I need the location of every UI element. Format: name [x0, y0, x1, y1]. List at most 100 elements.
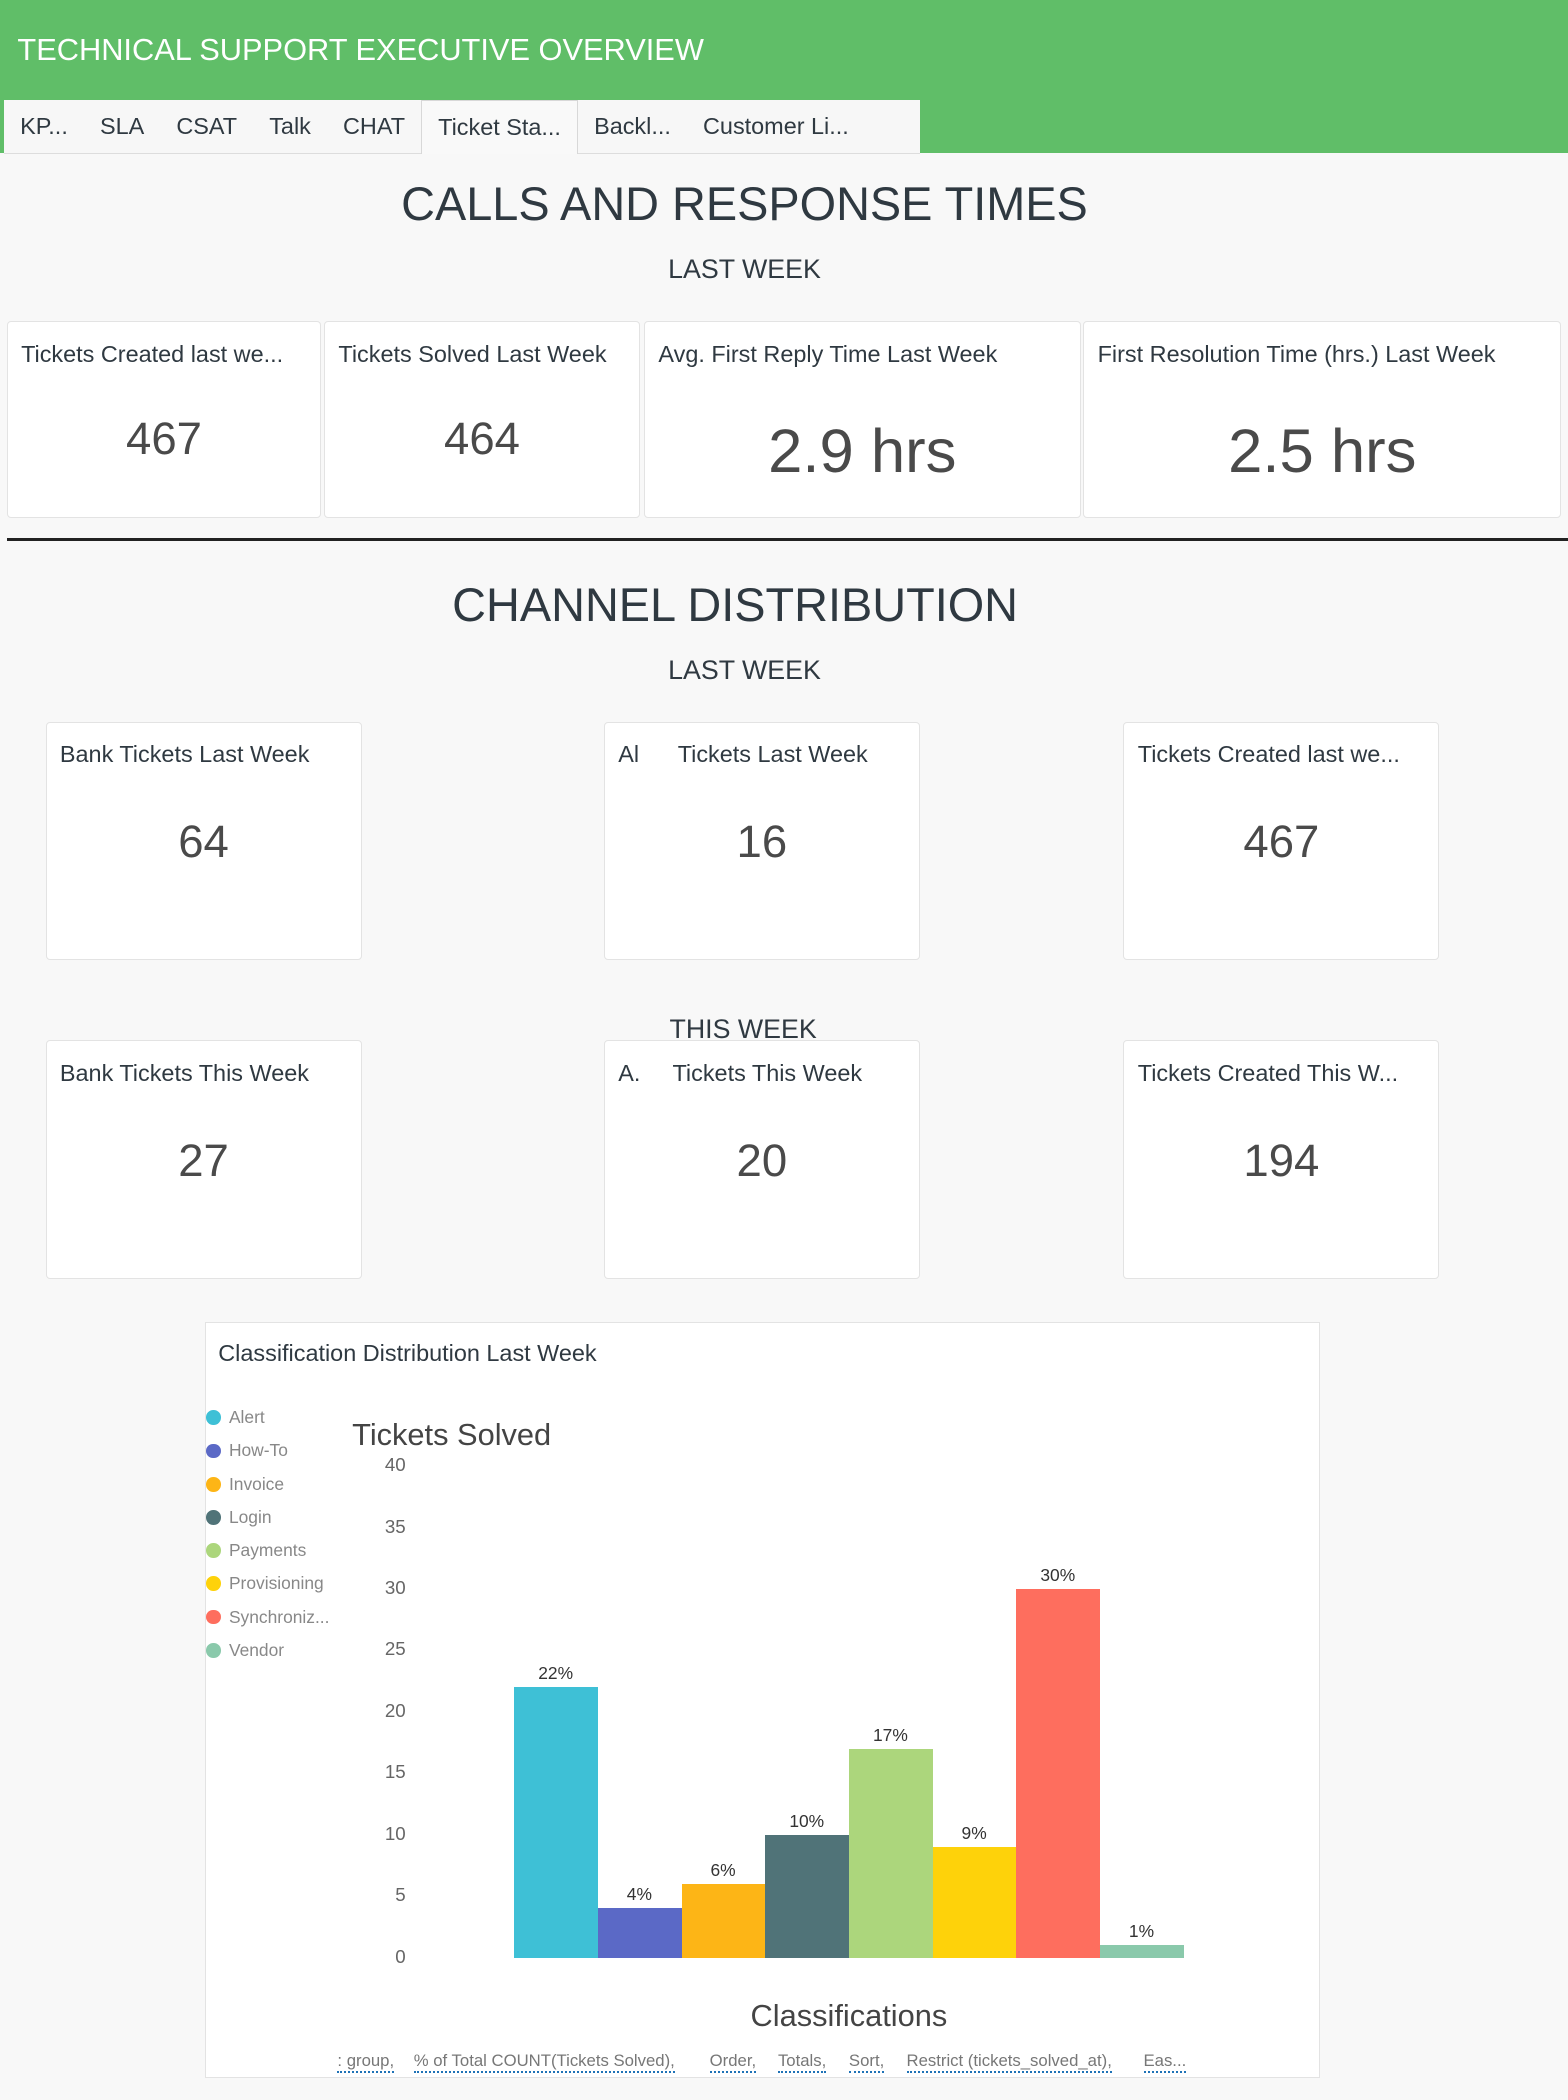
- kpi-card-value: 464: [444, 413, 520, 465]
- channel-card-title: Tickets Created This W...: [1137, 1060, 1399, 1087]
- channel-card: Tickets Created last we... 467: [1123, 721, 1440, 961]
- query-tag[interactable]: Sort,: [848, 2051, 885, 2074]
- kpi-card-value: 467: [126, 413, 202, 465]
- bar-alert[interactable]: [514, 1687, 598, 1958]
- legend-dot-icon: [206, 1642, 221, 1658]
- divider: [6, 538, 1568, 541]
- legend-item[interactable]: Alert: [206, 1407, 265, 1428]
- y-tick-label: 40: [384, 1454, 406, 1476]
- kpi-card: Avg. First Reply Time Last Week 2.9 hrs: [644, 321, 1081, 519]
- channel-card: Tickets Created This W... 194: [1123, 1040, 1440, 1279]
- legend-label: How-To: [228, 1440, 288, 1461]
- y-tick-label: 10: [384, 1822, 406, 1844]
- bar-invoice[interactable]: [681, 1883, 766, 1958]
- query-tag[interactable]: Order,: [709, 2051, 757, 2074]
- query-tag[interactable]: % of Total COUNT(Tickets Solved),: [413, 2051, 675, 2074]
- channel-card-value: 467: [1243, 816, 1320, 868]
- tab-7[interactable]: Customer Li...: [703, 113, 849, 140]
- bar-how-to[interactable]: [597, 1908, 682, 1958]
- legend-label: Invoice: [228, 1473, 285, 1494]
- legend-dot-icon: [206, 1410, 221, 1426]
- kpi-card-title: Tickets Created last we...: [21, 341, 284, 368]
- tab-2[interactable]: CSAT: [176, 113, 238, 140]
- kpi-card: Tickets Solved Last Week 464: [324, 321, 641, 519]
- kpi-card-title: Tickets Solved Last Week: [338, 341, 607, 368]
- legend-label: Vendor: [228, 1639, 285, 1660]
- legend-item[interactable]: Synchroniz...: [206, 1607, 329, 1628]
- channel-card-title: Bank Tickets This Week: [59, 1060, 309, 1087]
- tab-bar: KP... SLA CSAT Talk CHAT Ticket Sta... Backl..…: [4, 100, 920, 154]
- legend-item[interactable]: Vendor: [206, 1640, 284, 1661]
- query-tag[interactable]: Restrict (tickets_solved_at),: [906, 2051, 1112, 2074]
- legend-dot-icon: [206, 1443, 221, 1459]
- legend-item[interactable]: Invoice: [206, 1474, 284, 1495]
- kpi-card-value: 2.9 hrs: [768, 417, 957, 487]
- kpi-card-title: First Resolution Time (hrs.) Last Week: [1097, 341, 1496, 368]
- section-subtitle-last-week: LAST WEEK: [668, 254, 821, 285]
- legend-item[interactable]: Provisioning: [206, 1573, 324, 1594]
- channel-card-title: A. Tickets This Week: [618, 1060, 863, 1087]
- legend-dot-icon: [206, 1510, 221, 1525]
- section-subtitle-this-week: THIS WEEK: [669, 1013, 817, 1044]
- bar-data-label: 9%: [961, 1822, 987, 1843]
- channel-card-value: 20: [736, 1135, 788, 1187]
- bar-provisioning[interactable]: [932, 1847, 1017, 1958]
- channel-card-value: 27: [178, 1135, 229, 1187]
- legend-label: Login: [228, 1506, 272, 1527]
- kpi-card-title: Avg. First Reply Time Last Week: [658, 341, 998, 368]
- bar-data-label: 1%: [1128, 1921, 1155, 1942]
- channel-card: Bank Tickets This Week 27: [45, 1040, 362, 1279]
- section-subtitle-last-week-2: LAST WEEK: [668, 654, 821, 685]
- channel-card-title: Al Tickets Last Week: [618, 741, 868, 768]
- bar-data-label: 22%: [538, 1663, 574, 1684]
- legend-dot-icon: [206, 1609, 221, 1625]
- query-tag[interactable]: Totals,: [777, 2051, 827, 2074]
- channel-card-value: 64: [178, 816, 229, 868]
- channel-card-value: 16: [736, 816, 788, 868]
- bar-vendor[interactable]: [1099, 1945, 1184, 1958]
- channel-card-value: 194: [1243, 1135, 1320, 1187]
- chart-panel-title: Classification Distribution Last Week: [218, 1340, 597, 1367]
- tab-0[interactable]: KP...: [20, 113, 68, 140]
- tab-1[interactable]: SLA: [99, 113, 145, 140]
- bar-synchronization[interactable]: [1016, 1589, 1100, 1958]
- bar-data-label: 6%: [710, 1859, 736, 1880]
- section-title-channel: CHANNEL DISTRIBUTION: [452, 579, 1019, 632]
- tab-6[interactable]: Backl...: [594, 113, 671, 140]
- tab-3[interactable]: Talk: [269, 113, 311, 140]
- y-tick-label: 25: [384, 1638, 406, 1660]
- channel-card-title: Tickets Created last we...: [1137, 741, 1400, 768]
- channel-card-title: Bank Tickets Last Week: [59, 741, 310, 768]
- channel-card: A. Tickets This Week 20: [603, 1040, 920, 1279]
- query-tag[interactable]: : group,: [337, 2051, 395, 2074]
- y-tick-label: 0: [395, 1945, 406, 1967]
- legend-item[interactable]: Login: [206, 1506, 272, 1528]
- section-title-calls: CALLS AND RESPONSE TIMES: [401, 177, 1088, 230]
- y-tick-label: 5: [395, 1884, 406, 1906]
- kpi-card: Tickets Created last we... 467: [6, 321, 322, 519]
- legend-dot-icon: [206, 1576, 221, 1592]
- y-tick-label: 20: [384, 1699, 406, 1721]
- kpi-card: First Resolution Time (hrs.) Last Week 2.…: [1083, 321, 1562, 519]
- query-tag[interactable]: Eas...: [1143, 2051, 1187, 2074]
- legend-item[interactable]: How-To: [206, 1440, 288, 1461]
- channel-card: Al Tickets Last Week 16: [603, 721, 920, 961]
- legend-label: Synchroniz...: [228, 1606, 330, 1627]
- legend-dot-icon: [206, 1543, 221, 1558]
- bar-data-label: 4%: [626, 1884, 652, 1905]
- legend-label: Provisioning: [228, 1573, 324, 1594]
- tab-4[interactable]: CHAT: [343, 113, 406, 140]
- y-tick-label: 15: [384, 1761, 406, 1783]
- bar-login[interactable]: [765, 1834, 849, 1958]
- kpi-card-value: 2.5 hrs: [1228, 417, 1417, 487]
- chart-title: Tickets Solved: [352, 1416, 552, 1452]
- bar-payments[interactable]: [848, 1748, 933, 1958]
- dashboard-title: TECHNICAL SUPPORT EXECUTIVE OVERVIEW: [17, 32, 704, 68]
- tab-5[interactable]: Ticket Sta...: [421, 100, 579, 154]
- legend-item[interactable]: Payments: [206, 1540, 306, 1561]
- bar-data-label: 17%: [873, 1724, 908, 1745]
- y-tick-label: 35: [384, 1515, 406, 1537]
- bar-data-label: 30%: [1040, 1564, 1076, 1585]
- legend-dot-icon: [206, 1476, 221, 1492]
- bar-data-label: 10%: [789, 1810, 825, 1831]
